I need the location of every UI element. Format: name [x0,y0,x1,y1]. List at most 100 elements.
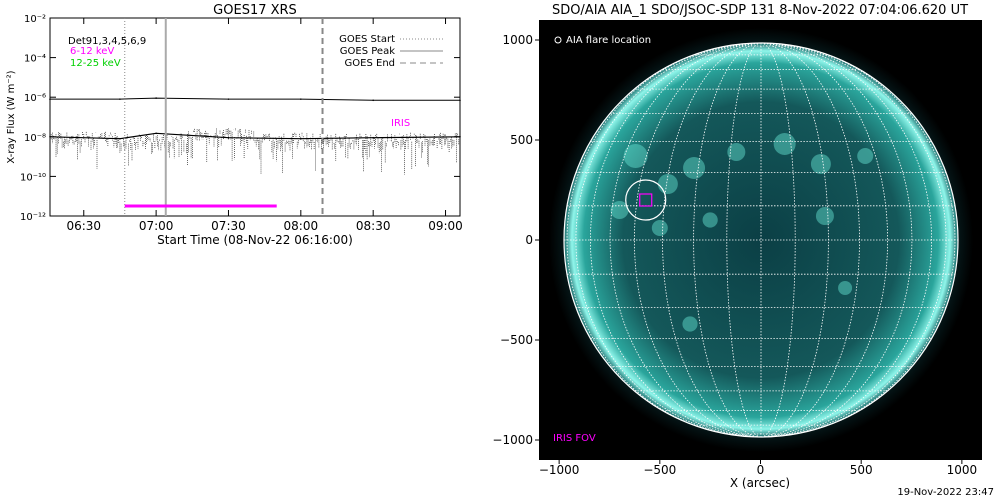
aia-active-region [683,157,706,179]
aia-longitude-line [590,43,762,437]
aia-iris-fov-box [639,193,653,207]
aia-iris-fov-label: IRIS FOV [553,433,596,444]
aia-active-region [651,220,668,236]
goes-y-axis: 10⁻¹² 10⁻¹⁰ 10⁻⁸ 10⁻⁶ 10⁻⁴ 10⁻² [20,14,460,223]
aia-longitude-line [693,43,762,437]
aia-longitude-line [726,43,762,437]
goes-series-point [459,99,461,102]
aia-x-tick-label: 1000 [947,463,978,477]
aia-corona-halo [549,28,973,452]
aia-active-region [682,316,698,332]
goes-y-tick-label: 10⁻⁴ [24,54,46,65]
goes-legend-end-label: GOES End [345,58,395,69]
aia-longitude-line [760,43,932,437]
aia-chart-title: SDO/AIA AIA_1 SDO/JSOC-SDP 131 8-Nov-202… [552,3,968,18]
goes-y-tick-label: 10⁻⁶ [24,93,46,104]
aia-y-tick-label: 1000 [502,33,533,47]
goes-series-point [372,99,374,102]
goes-series-point [300,98,302,100]
goes-plot-frame [49,17,461,217]
aia-longitude-line [760,43,947,437]
aia-legend-flare-label: AIA flare location [566,35,651,46]
goes-detectors-label: Det91,3,4,5,6,9 [68,36,146,47]
aia-y-tick-label: −500 [500,333,533,347]
goes-x-tick-label: 08:30 [356,219,391,233]
aia-limb [563,42,959,438]
aia-longitude-line [760,43,913,437]
goes-event-lines [124,18,324,216]
goes-x-tick-label: 09:00 [428,219,463,233]
goes-noise-trace [49,128,461,175]
aia-active-region [702,212,718,228]
aia-active-region [657,174,678,194]
aia-longitude-line [760,43,956,437]
aia-active-region [773,133,796,155]
aia-longitude-line [634,43,762,437]
aia-longitude-line [760,43,888,437]
aia-markers [625,179,667,221]
aia-active-region [623,144,648,168]
goes-legend: GOES Start GOES Peak GOES End [339,34,443,69]
goes-series-point [155,132,157,135]
goes-plot-area: 10⁻¹² 10⁻¹⁰ 10⁻⁸ 10⁻⁶ 10⁻⁴ 10⁻² 06:30 07:00 07:… [20,14,463,233]
aia-legend-flare-symbol [554,36,562,44]
aia-image-frame [539,20,982,460]
goes-series-line-12-25kev [49,132,461,140]
goes-series-point [119,137,121,140]
aia-active-region [838,281,853,295]
aia-solar-disk [564,43,958,437]
goes-x-tick-label: 07:30 [211,219,246,233]
footer-timestamp: 19-Nov-2022 23:47 [897,487,994,498]
aia-active-region [815,207,834,225]
aia-flare-location-marker [625,179,667,221]
goes-y-tick-label: 10⁻⁸ [24,133,46,144]
aia-longitude-line [760,43,860,437]
aia-longitude-line [566,43,762,437]
goes-series-point [227,136,230,139]
goes-series-point [49,98,51,100]
goes-xrs-chart: GOES17 XRS 10⁻¹² 10⁻¹⁰ 10⁻⁸ 10⁻⁶ 10⁻⁴ 10⁻² 06… [6,3,463,247]
aia-x-tick-label: 500 [850,463,873,477]
goes-series-point [372,136,374,139]
aia-y-axis: 1000 500 0 −500 −1000 [492,33,539,447]
aia-x-tick-label: 0 [757,463,765,477]
goes-legend-start-label: GOES Start [339,34,395,45]
aia-longitude-line [760,43,796,437]
aia-active-region [810,154,831,174]
aia-x-axis: −1000 −500 0 500 1000 [539,460,977,477]
goes-noise-marks [49,128,461,175]
goes-x-tick-label: 06:30 [66,219,101,233]
goes-y-tick-label: 10⁻¹² [20,212,46,223]
goes-y-tick-label: 10⁻¹⁰ [20,172,46,183]
goes-chart-title: GOES17 XRS [213,3,297,18]
aia-x-tick-label: −500 [643,463,676,477]
aia-longitude-line [575,43,762,437]
goes-series-point [119,98,121,100]
goes-legend-peak-label: GOES Peak [340,46,395,57]
goes-series-point [49,136,51,138]
goes-series-label-6-12: 6-12 keV [70,46,114,57]
goes-series-group [49,97,461,140]
goes-series-point [300,137,302,140]
goes-x-axis-label: Start Time (08-Nov-22 06:16:00) [157,233,353,247]
aia-active-region [610,201,629,219]
aia-longitude-line [760,43,829,437]
goes-x-tick-label: 08:00 [284,219,319,233]
goes-x-axis: 06:30 07:00 07:30 08:00 08:30 09:00 [66,18,463,233]
aia-active-region [857,148,874,164]
aia-heliographic-grid [564,43,958,437]
aia-y-tick-label: −1000 [492,433,533,447]
aia-active-region [727,143,746,161]
goes-iris-label: IRIS [391,118,410,129]
goes-series-label-12-25: 12-25 keV [70,58,121,69]
goes-y-tick-label: 10⁻² [24,14,46,25]
aia-x-axis-label: X (arcsec) [730,476,790,490]
goes-series-point [227,98,230,100]
aia-active-regions [610,133,874,332]
goes-series-line-6-12kev [50,97,460,101]
goes-series-point [155,97,157,99]
goes-y-axis-label: X-ray Flux (W m⁻²) [6,70,17,163]
aia-y-tick-label: 500 [510,133,533,147]
aia-longitude-line [662,43,762,437]
aia-x-tick-label: −1000 [539,463,580,477]
